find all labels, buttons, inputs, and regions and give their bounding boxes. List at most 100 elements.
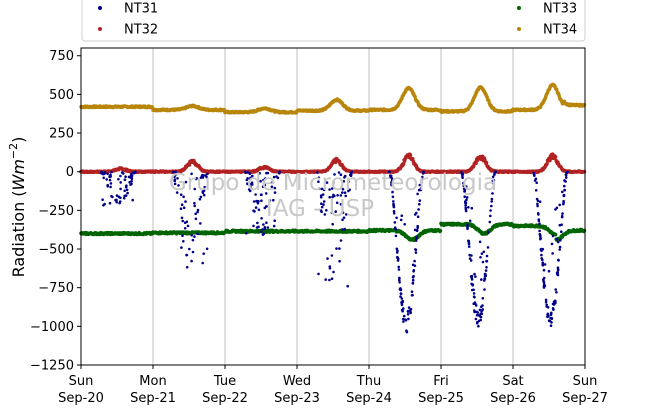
data-point <box>266 226 270 229</box>
data-point <box>481 260 485 264</box>
data-point <box>398 278 401 282</box>
data-point <box>420 177 424 181</box>
data-point <box>547 319 551 323</box>
data-point <box>391 190 394 194</box>
data-point <box>460 171 463 174</box>
data-point <box>342 180 346 183</box>
data-point <box>273 219 277 222</box>
data-point <box>418 183 422 187</box>
data-point <box>122 196 126 200</box>
data-point <box>551 234 555 238</box>
data-point <box>539 235 542 238</box>
data-point <box>273 191 277 194</box>
data-point <box>262 178 265 182</box>
data-point <box>413 264 417 268</box>
x-tick-label-day: Sun <box>69 374 94 389</box>
y-tick-label: −1000 <box>30 320 74 335</box>
data-point <box>483 288 486 291</box>
data-point <box>109 182 113 185</box>
series-nt34 <box>79 82 587 115</box>
data-point <box>101 198 104 201</box>
data-point <box>485 254 489 258</box>
data-point <box>390 177 394 180</box>
data-point <box>582 103 587 107</box>
data-point <box>395 216 398 220</box>
data-point <box>264 192 268 195</box>
data-point <box>193 187 196 191</box>
data-point <box>341 191 344 194</box>
data-point <box>185 253 189 257</box>
legend: NT31 NT32 NT33 NT34 <box>81 0 586 42</box>
data-point <box>319 194 323 197</box>
data-point <box>263 183 267 187</box>
data-point <box>421 175 424 179</box>
data-point <box>483 277 487 281</box>
data-point <box>416 192 419 196</box>
legend-box <box>81 0 586 42</box>
data-point <box>396 257 400 260</box>
data-point <box>349 173 352 177</box>
data-point <box>582 228 587 233</box>
y-tick-label: −500 <box>38 243 74 258</box>
data-point <box>564 176 568 179</box>
data-point <box>410 290 414 294</box>
data-point <box>417 188 421 192</box>
data-point <box>483 274 487 278</box>
data-point <box>474 317 478 321</box>
data-point <box>331 222 335 226</box>
data-point <box>415 235 418 239</box>
data-point <box>473 309 476 312</box>
data-point <box>343 191 347 194</box>
data-point <box>555 237 559 241</box>
data-point <box>554 299 557 303</box>
data-point <box>130 172 133 176</box>
data-point <box>415 211 418 215</box>
data-point <box>180 203 184 206</box>
data-point <box>462 187 466 191</box>
data-point <box>180 246 183 249</box>
data-point <box>400 214 404 217</box>
x-tick-label-date: Sep-22 <box>202 391 248 406</box>
data-point <box>390 183 393 186</box>
data-point <box>489 209 492 212</box>
data-point <box>110 170 113 174</box>
data-point <box>245 178 249 182</box>
data-point <box>438 228 443 233</box>
x-tick-label-day: Tue <box>213 374 236 389</box>
data-point <box>558 245 562 249</box>
data-point <box>330 187 334 190</box>
data-point <box>415 237 418 241</box>
y-tick-label: −250 <box>38 204 74 219</box>
data-point <box>551 252 554 255</box>
data-point <box>400 297 404 300</box>
data-point <box>199 222 202 225</box>
data-point <box>201 176 205 179</box>
data-point <box>205 247 209 251</box>
data-point <box>472 292 476 295</box>
legend-label: NT34 <box>543 23 577 38</box>
data-point <box>255 226 259 229</box>
data-point <box>541 247 545 251</box>
data-point <box>330 211 334 215</box>
data-point <box>558 203 561 207</box>
data-point <box>276 176 280 180</box>
data-point <box>394 234 398 238</box>
data-point <box>202 174 205 177</box>
data-point <box>270 185 274 189</box>
data-point <box>250 181 254 184</box>
data-point <box>201 261 204 265</box>
legend-marker <box>98 6 102 10</box>
data-point <box>260 199 263 202</box>
data-point <box>347 180 350 183</box>
data-point <box>392 212 396 215</box>
data-point <box>396 259 400 262</box>
x-tick-label-date: Sep-23 <box>274 391 320 406</box>
data-point <box>536 202 539 206</box>
data-point <box>202 252 205 255</box>
data-point <box>561 190 564 194</box>
data-point <box>339 194 343 197</box>
watermark-line-2: IAG - USP <box>266 196 374 222</box>
plot-area <box>79 48 587 365</box>
data-point <box>183 227 187 230</box>
data-point <box>541 262 544 266</box>
